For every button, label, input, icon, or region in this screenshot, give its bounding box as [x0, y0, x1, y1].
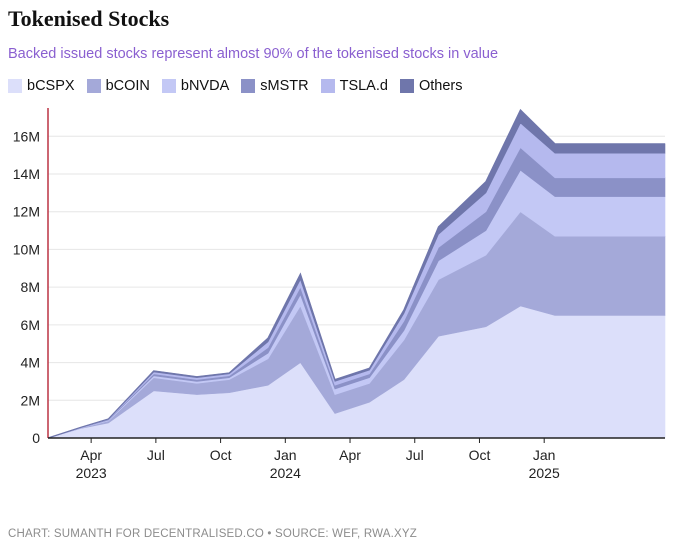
legend-item-smstr: sMSTR: [241, 78, 309, 94]
legend-swatch: [320, 79, 335, 93]
legend-swatch: [161, 79, 176, 93]
x-tick-label: Jul: [406, 447, 424, 463]
legend-label: Others: [418, 78, 463, 94]
legend-label: TSLA.d: [339, 78, 388, 94]
chart-subtitle: Backed issued stocks represent almost 90…: [8, 46, 499, 62]
x-tick-label: Jan: [533, 447, 556, 463]
legend-label: bNVDA: [180, 78, 230, 94]
legend-swatch: [8, 79, 22, 93]
x-tick-year-label: 2023: [76, 465, 107, 481]
y-tick-label: 6M: [21, 317, 40, 333]
legend-item-tsla-d: TSLA.d: [320, 78, 388, 94]
y-tick-label: 0: [32, 430, 40, 446]
legend-item-bnvda: bNVDA: [161, 78, 230, 94]
y-tick-label: 10M: [13, 241, 40, 257]
y-tick-label: 4M: [21, 355, 40, 371]
legend-label: bCOIN: [105, 78, 150, 94]
axes: 0 2M 4M 6M 8M 10M 12M 14M 16M Apr 2023 Jul Oct Jan 202…: [13, 108, 665, 481]
legend-swatch: [241, 79, 256, 93]
y-tick-label: 12M: [13, 204, 40, 220]
y-tick-label: 16M: [13, 128, 40, 144]
series-areas: [47, 108, 666, 439]
legend-item-bcoin: bCOIN: [86, 78, 150, 94]
x-tick-label: Oct: [469, 447, 491, 463]
legend-label: bCSPX: [27, 78, 75, 94]
y-tick-label: 8M: [21, 279, 40, 295]
x-tick-label: Jan: [274, 447, 297, 463]
legend-swatch: [86, 79, 101, 93]
stack-top-outline: [47, 108, 665, 439]
stacked-area-chart: 0 2M 4M 6M 8M 10M 12M 14M 16M Apr 2023 Jul Oct Jan 202…: [13, 108, 666, 481]
source-footer: CHART: SUMANTH FOR DECENTRALISED.CO • SO…: [8, 528, 418, 540]
chart-title: Tokenised Stocks: [8, 6, 170, 31]
y-tick-label: 14M: [13, 166, 40, 182]
legend: bCSPX bCOIN bNVDA sMSTR TSLA.d Others: [8, 78, 474, 94]
y-tick-label: 2M: [21, 392, 40, 408]
legend-item-others: Others: [399, 78, 463, 94]
x-tick-year-label: 2025: [529, 465, 560, 481]
x-tick-label: Apr: [339, 447, 361, 463]
x-tick-label: Jul: [147, 447, 165, 463]
legend-swatch: [399, 79, 414, 93]
gridlines: [48, 135, 665, 401]
legend-item-bcspx: bCSPX: [8, 78, 75, 94]
x-tick-year-label: 2024: [270, 465, 301, 481]
legend-label: sMSTR: [260, 78, 309, 94]
x-tick-label: Oct: [210, 447, 232, 463]
x-tick-label: Apr: [80, 447, 102, 463]
